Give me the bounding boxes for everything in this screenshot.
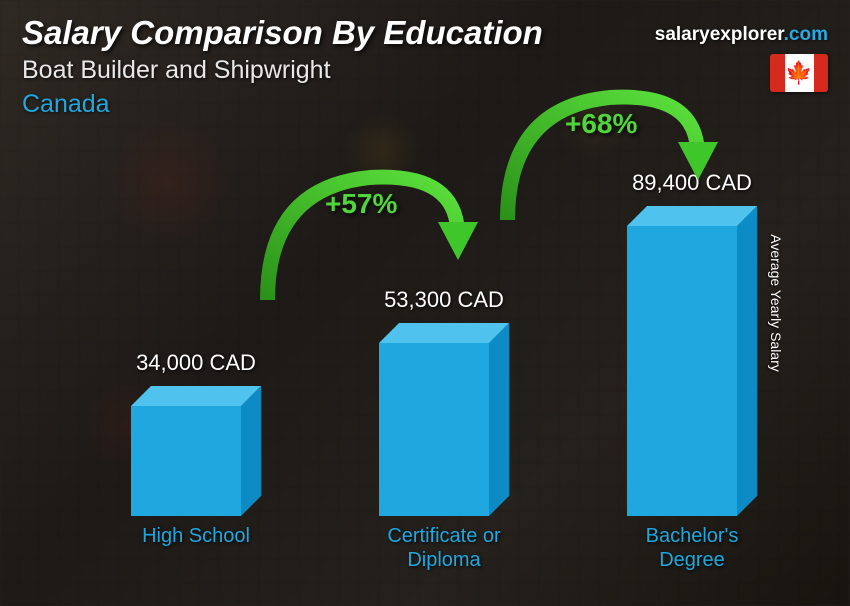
site-domain: .com: [784, 24, 828, 45]
bar-value-label: 34,000 CAD: [116, 350, 276, 376]
site-watermark: salaryexplorer.com: [655, 24, 828, 46]
percent-increase-label: +68%: [565, 108, 637, 140]
increase-arrow: +57%: [240, 150, 500, 335]
chart-country: Canada: [22, 90, 110, 119]
flag-band-right: [814, 54, 829, 92]
bar-chart: 34,000 CADHigh School53,300 CADCertifica…: [60, 140, 790, 576]
site-name: salaryexplorer: [655, 24, 784, 45]
bar-front-face: [131, 406, 241, 516]
country-flag-icon: 🍁: [770, 54, 828, 92]
flag-band-center: 🍁: [785, 54, 814, 92]
bar-3d: [627, 226, 757, 516]
bar-side-face: [489, 323, 509, 516]
maple-leaf-icon: 🍁: [785, 62, 812, 84]
chart-title: Salary Comparison By Education: [22, 14, 543, 52]
bar-group: 34,000 CADHigh School: [116, 406, 276, 516]
bar-3d: [131, 406, 261, 516]
increase-arrow: +68%: [480, 70, 740, 255]
bar-3d: [379, 343, 509, 516]
percent-increase-label: +57%: [325, 188, 397, 220]
bar-front-face: [379, 343, 489, 516]
bar-side-face: [737, 206, 757, 516]
bar-front-face: [627, 226, 737, 516]
flag-band-left: [770, 54, 785, 92]
bar-side-face: [241, 386, 261, 516]
bar-category-label: Certificate or Diploma: [364, 524, 524, 572]
bar-top-face: [131, 386, 261, 406]
chart-subtitle: Boat Builder and Shipwright: [22, 56, 331, 85]
bar-group: 53,300 CADCertificate or Diploma: [364, 343, 524, 516]
arrow-icon: [480, 70, 740, 250]
infographic-content: Salary Comparison By Education Boat Buil…: [0, 0, 850, 606]
arrow-icon: [240, 150, 500, 330]
bar-group: 89,400 CADBachelor's Degree: [612, 226, 772, 516]
bar-category-label: High School: [116, 524, 276, 548]
bar-category-label: Bachelor's Degree: [612, 524, 772, 572]
